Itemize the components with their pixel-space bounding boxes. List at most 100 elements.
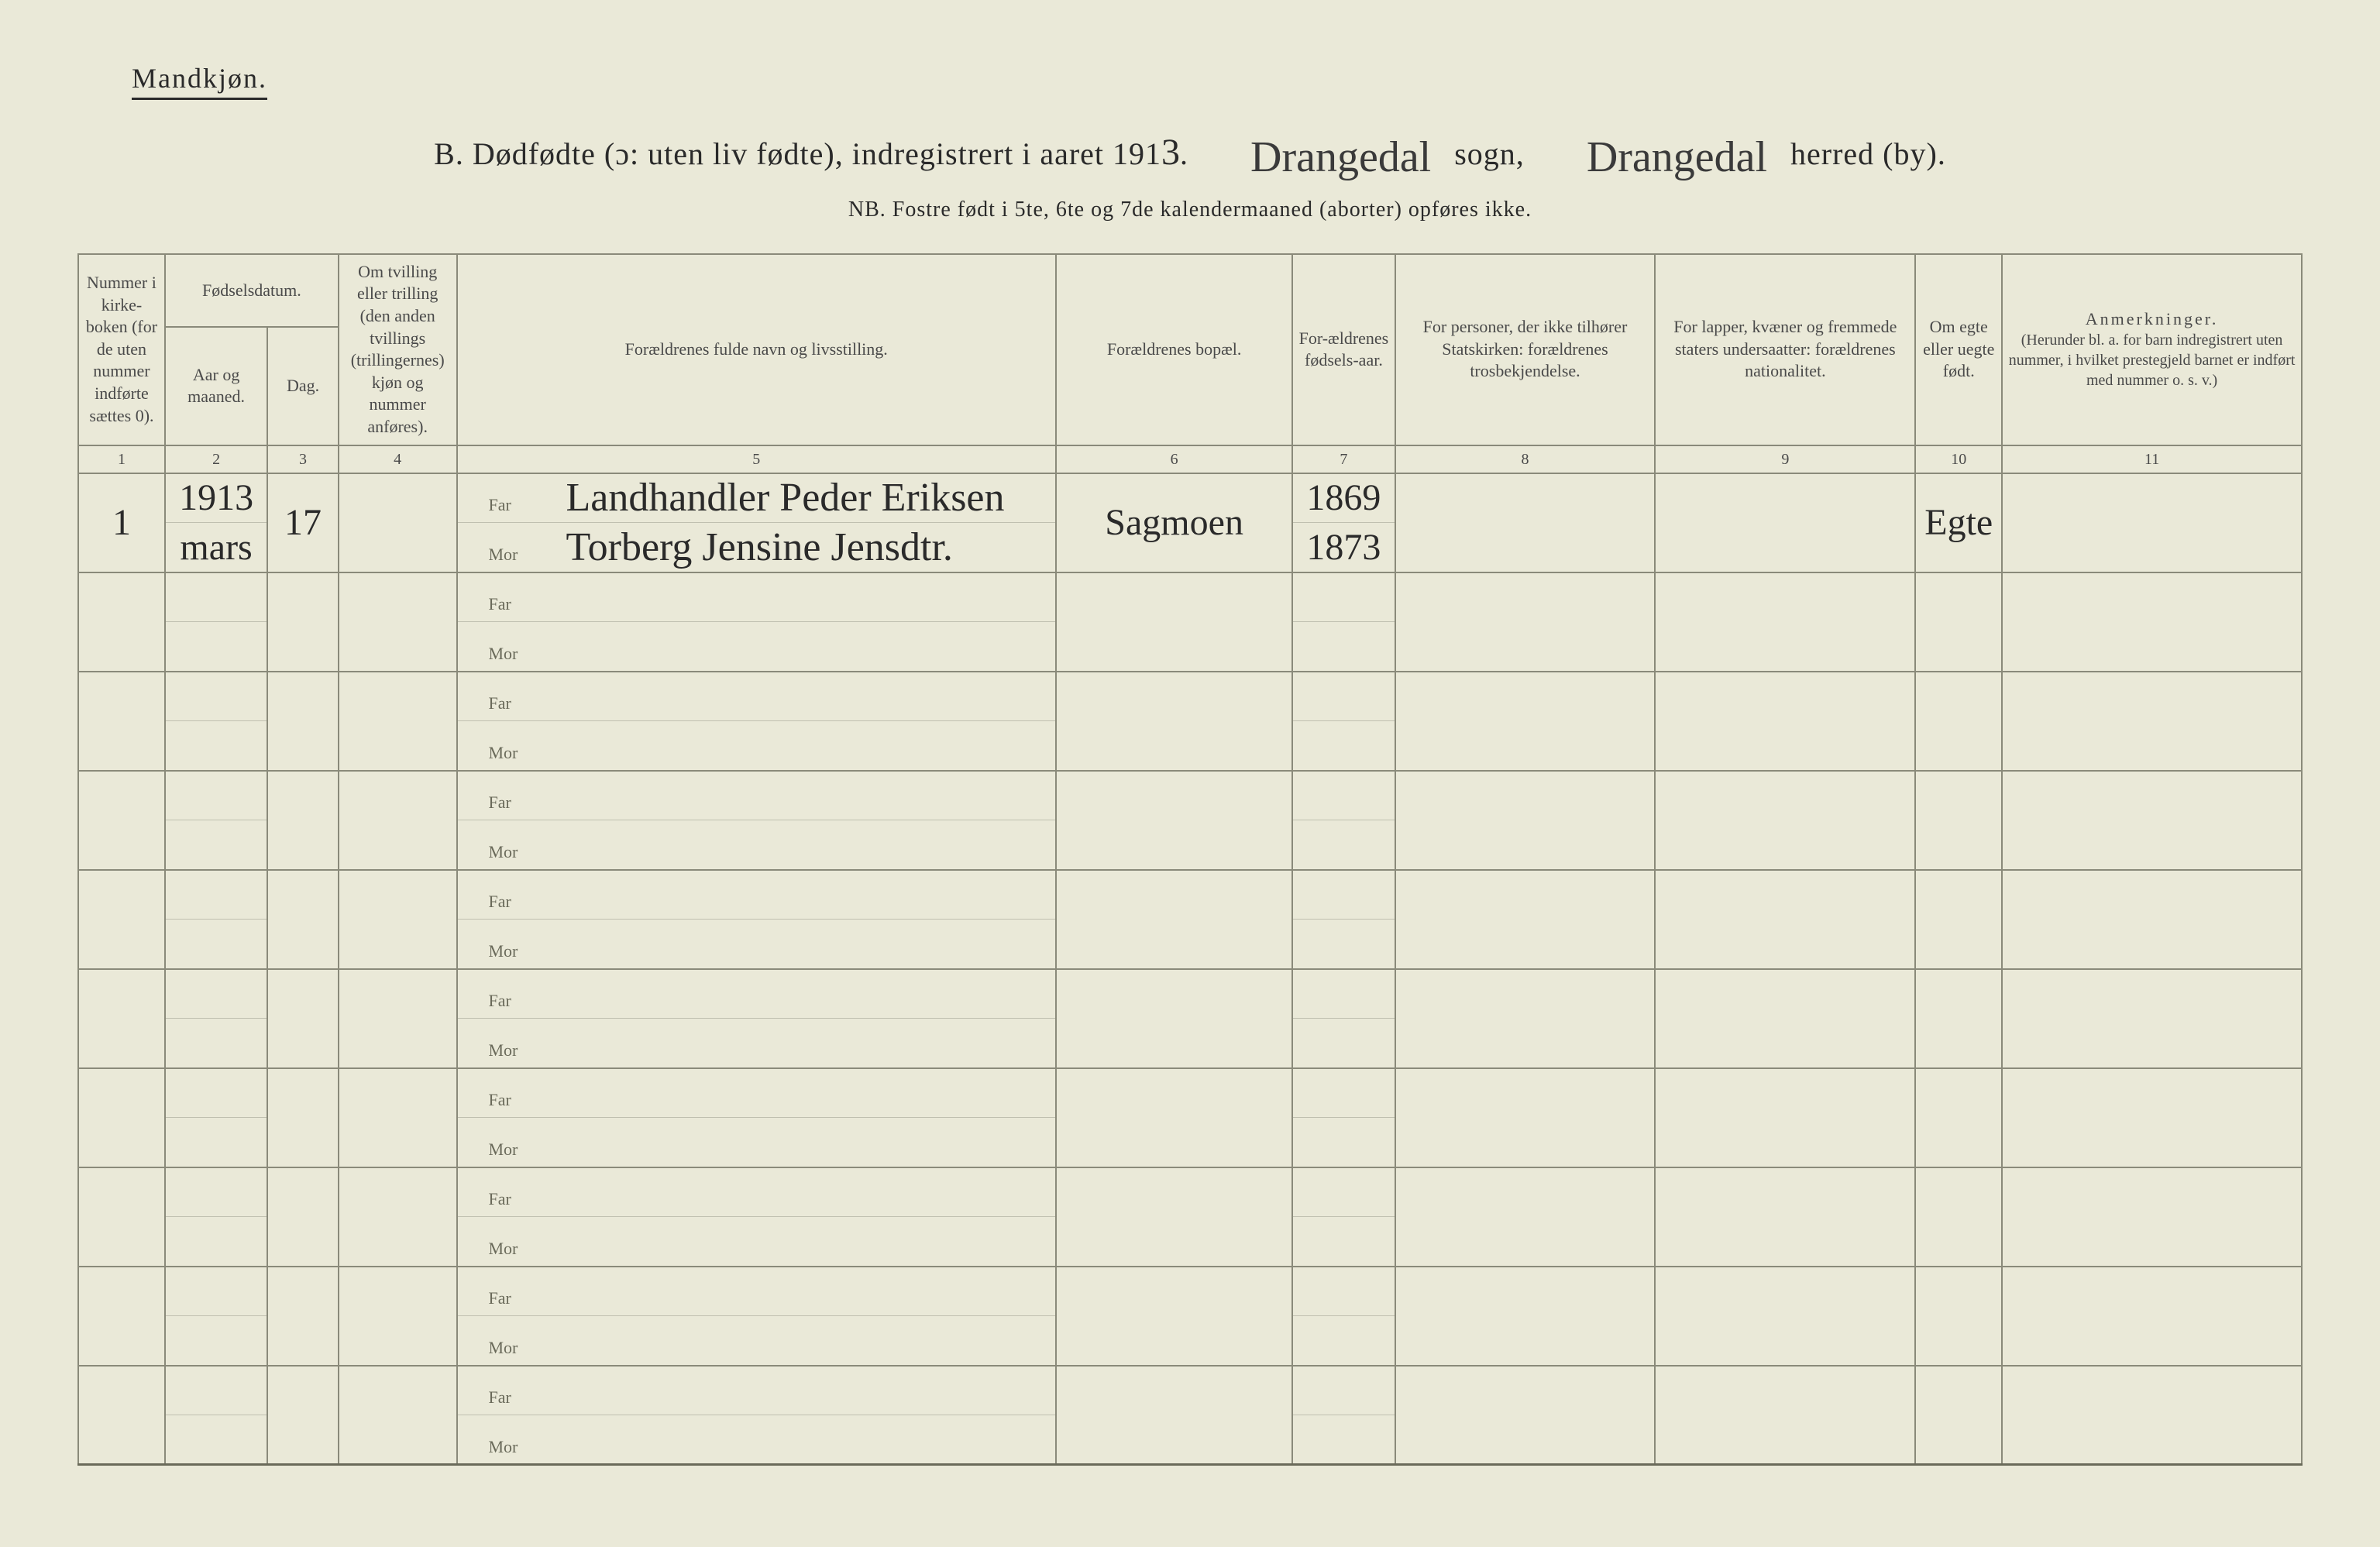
cell-c9	[1655, 1366, 1915, 1465]
cell-bopael: Sagmoen	[1056, 473, 1292, 572]
cell-far-year	[1292, 672, 1395, 721]
cell-c8	[1395, 572, 1656, 672]
cell-twin	[339, 771, 457, 870]
gender-heading: Mandkjøn.	[132, 62, 267, 100]
cell-bopael	[1056, 672, 1292, 771]
col-number: 2	[165, 445, 267, 473]
title-prefix: B. Dødfødte (ɔ: uten liv fødte), indregi…	[434, 136, 1161, 171]
cell-mor-year	[1292, 820, 1395, 870]
col-number: 8	[1395, 445, 1656, 473]
cell-anm	[2002, 1267, 2302, 1366]
cell-anm	[2002, 1366, 2302, 1465]
col-number: 11	[2002, 445, 2302, 473]
cell-day	[267, 1167, 339, 1267]
cell-day	[267, 1267, 339, 1366]
cell-egte	[1915, 1068, 2002, 1167]
cell-mor-year	[1292, 1118, 1395, 1167]
cell-anm	[2002, 969, 2302, 1068]
cell-twin	[339, 1068, 457, 1167]
register-page: Mandkjøn. B. Dødfødte (ɔ: uten liv fødte…	[0, 0, 2380, 1547]
table-row: Far	[78, 1167, 2302, 1217]
col-header-3: Dag.	[267, 327, 339, 445]
cell-egte	[1915, 672, 2002, 771]
cell-mor-year: 1873	[1292, 523, 1395, 572]
cell-c8	[1395, 473, 1656, 572]
cell-twin	[339, 572, 457, 672]
col-number: 4	[339, 445, 457, 473]
cell-c9	[1655, 1267, 1915, 1366]
cell-num	[78, 1167, 165, 1267]
cell-month	[165, 920, 267, 969]
cell-egte	[1915, 969, 2002, 1068]
cell-far-year: 1869	[1292, 473, 1395, 523]
cell-month	[165, 721, 267, 771]
cell-egte	[1915, 1267, 2002, 1366]
col-header-9: For lapper, kvæner og fremmede staters u…	[1655, 254, 1915, 445]
cell-far-year	[1292, 572, 1395, 622]
cell-day	[267, 672, 339, 771]
cell-twin	[339, 969, 457, 1068]
cell-twin	[339, 1366, 457, 1465]
cell-c9	[1655, 870, 1915, 969]
table-row: Far	[78, 572, 2302, 622]
cell-mor-year	[1292, 622, 1395, 672]
cell-mor-name: Mor	[457, 1118, 1056, 1167]
cell-year	[165, 1366, 267, 1415]
cell-year	[165, 870, 267, 920]
cell-day	[267, 1068, 339, 1167]
cell-bopael	[1056, 572, 1292, 672]
cell-egte	[1915, 572, 2002, 672]
table-row: Far	[78, 870, 2302, 920]
cell-bopael	[1056, 771, 1292, 870]
cell-c8	[1395, 1267, 1656, 1366]
cell-c8	[1395, 969, 1656, 1068]
table-row: Far	[78, 672, 2302, 721]
cell-anm	[2002, 1167, 2302, 1267]
cell-bopael	[1056, 870, 1292, 969]
cell-far-year	[1292, 969, 1395, 1019]
col-header-7: For-ældrenes fødsels-aar.	[1292, 254, 1395, 445]
cell-far-year	[1292, 870, 1395, 920]
cell-mor-name: Mor	[457, 1217, 1056, 1267]
cell-c9	[1655, 572, 1915, 672]
cell-mor-name: Mor	[457, 1415, 1056, 1465]
cell-bopael	[1056, 1167, 1292, 1267]
cell-day	[267, 969, 339, 1068]
cell-anm	[2002, 771, 2302, 870]
col-header-5: Forældrenes fulde navn og livsstilling.	[457, 254, 1056, 445]
cell-egte	[1915, 1366, 2002, 1465]
cell-egte	[1915, 771, 2002, 870]
cell-mor-year	[1292, 1316, 1395, 1366]
cell-bopael	[1056, 1267, 1292, 1366]
cell-anm	[2002, 870, 2302, 969]
sogn-value: Drangedal	[1235, 133, 1446, 181]
cell-anm	[2002, 473, 2302, 572]
cell-far-year	[1292, 1267, 1395, 1316]
table-row: 1191317FarLandhandler Peder EriksenSagmo…	[78, 473, 2302, 523]
cell-egte	[1915, 870, 2002, 969]
table-row: Far	[78, 1267, 2302, 1316]
cell-c9	[1655, 771, 1915, 870]
cell-bopael	[1056, 1366, 1292, 1465]
cell-c9	[1655, 473, 1915, 572]
sogn-label: sogn,	[1454, 136, 1525, 171]
table-row: Far	[78, 1366, 2302, 1415]
cell-c8	[1395, 771, 1656, 870]
col-number: 9	[1655, 445, 1915, 473]
table-row: Far	[78, 771, 2302, 820]
col-number: 10	[1915, 445, 2002, 473]
cell-year	[165, 572, 267, 622]
cell-twin	[339, 672, 457, 771]
col-header-6: Forældrenes bopæl.	[1056, 254, 1292, 445]
cell-far-name: FarLandhandler Peder Eriksen	[457, 473, 1056, 523]
cell-num	[78, 1068, 165, 1167]
cell-month	[165, 1019, 267, 1068]
table-row: Far	[78, 1068, 2302, 1118]
cell-day	[267, 870, 339, 969]
col-header-10: Om egte eller uegte født.	[1915, 254, 2002, 445]
cell-twin	[339, 1167, 457, 1267]
herred-label: herred (by).	[1790, 136, 1946, 171]
cell-mor-name: Mor	[457, 1316, 1056, 1366]
cell-month	[165, 622, 267, 672]
cell-year	[165, 969, 267, 1019]
